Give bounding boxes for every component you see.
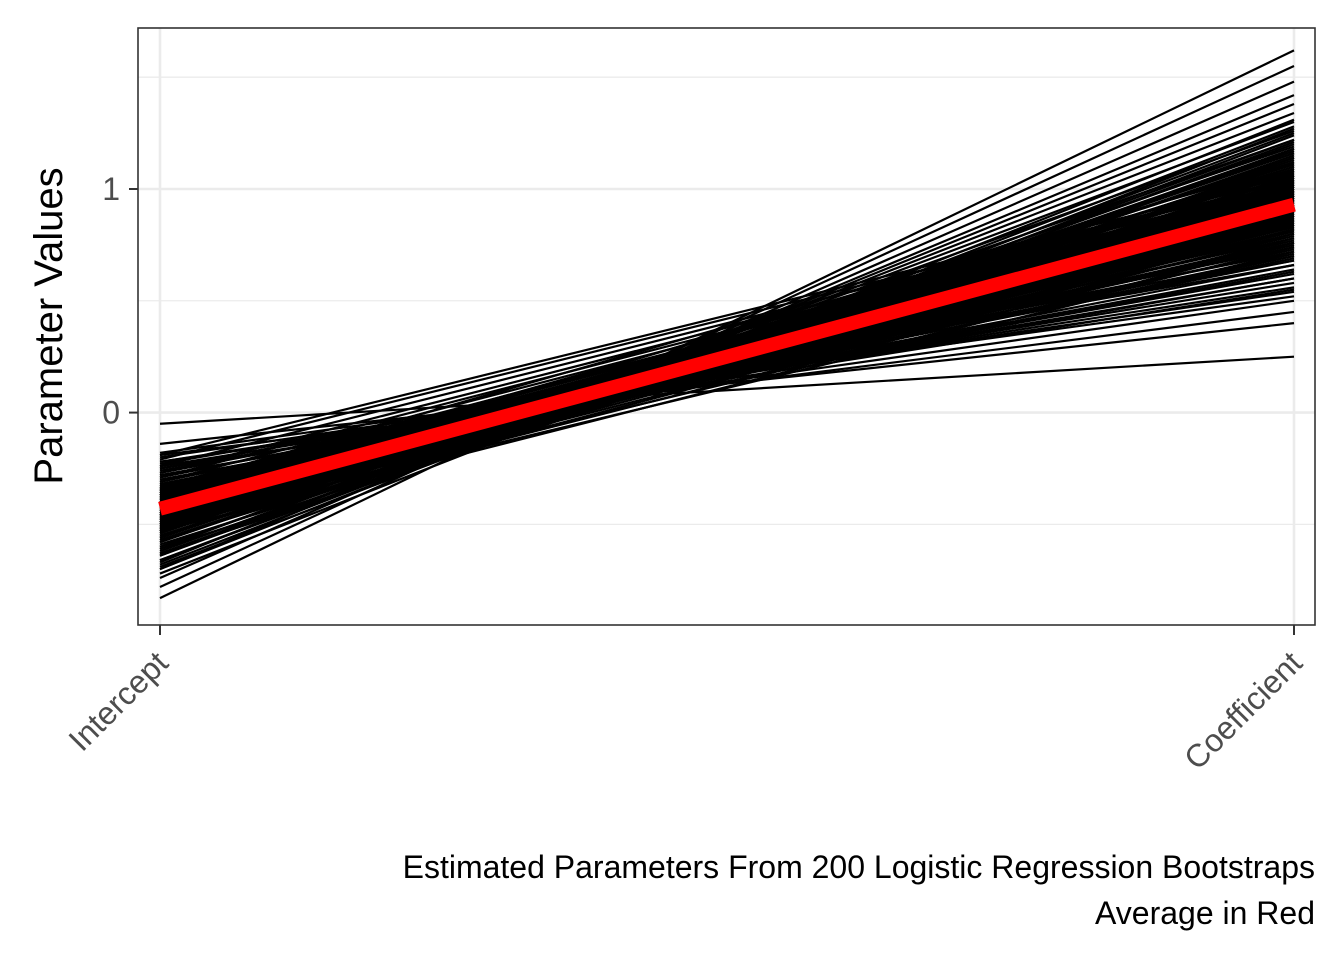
- x-tick-label-1: Coefficient: [1177, 644, 1309, 776]
- y-axis-title: Parameter Values: [27, 167, 71, 484]
- bootstrap-line-191: [159, 194, 1295, 497]
- y-tick-label-0: 0: [102, 395, 120, 431]
- average-line: [158, 197, 1296, 516]
- bootstrap-line-193: [159, 185, 1295, 492]
- bootstrap-lines: [159, 49, 1295, 600]
- average-line-mark: [158, 197, 1296, 516]
- caption-line-1: Estimated Parameters From 200 Logistic R…: [403, 849, 1315, 885]
- panel-border: [137, 27, 1316, 626]
- y-tick-label-1: 1: [102, 171, 120, 207]
- caption-line-2: Average in Red: [1095, 895, 1315, 931]
- x-tick-label-0: Intercept: [61, 644, 175, 758]
